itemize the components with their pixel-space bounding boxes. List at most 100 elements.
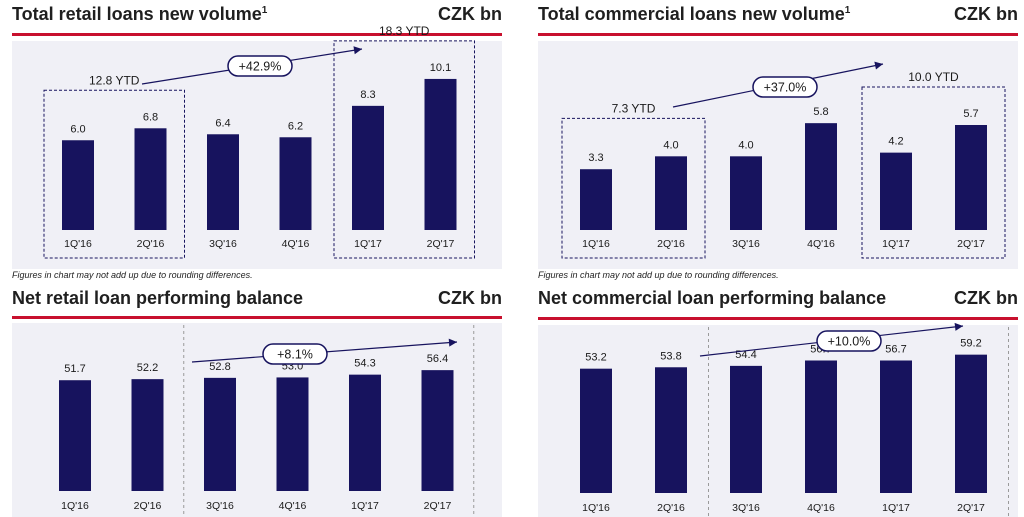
category-label: 4Q'16	[807, 238, 835, 250]
value-label: 51.7	[64, 363, 85, 375]
ytd-label: 10.0 YTD	[908, 70, 959, 84]
value-label: 53.2	[585, 352, 606, 364]
category-label: 1Q'16	[61, 500, 89, 512]
category-label: 4Q'16	[282, 238, 310, 250]
bar	[349, 374, 381, 491]
category-label: 1Q'16	[582, 238, 610, 250]
panel-title: Total commercial loans new volume1	[538, 4, 851, 24]
bar	[730, 365, 762, 493]
bar	[580, 368, 612, 493]
chart-area	[12, 323, 502, 517]
value-label: 5.7	[963, 108, 978, 120]
title-underline	[538, 33, 1018, 36]
category-label: 4Q'16	[807, 502, 835, 514]
growth-label: +42.9%	[239, 60, 282, 74]
bar	[207, 134, 239, 230]
category-label: 1Q'17	[882, 502, 910, 514]
title-underline	[538, 317, 1018, 320]
value-label: 6.8	[143, 111, 158, 123]
value-label: 6.2	[288, 120, 303, 132]
category-label: 2Q'16	[657, 238, 685, 250]
bar	[424, 78, 457, 230]
growth-label: +8.1%	[277, 348, 313, 362]
bar	[805, 123, 837, 230]
ytd-group-box	[561, 117, 706, 259]
panel-title: Net retail loan performing balance	[12, 288, 304, 308]
value-label: 59.2	[960, 338, 981, 350]
growth-arrow-head	[874, 61, 883, 70]
unit-label: CZK bn	[954, 288, 1018, 308]
bar	[421, 370, 454, 491]
unit-label: CZK bn	[438, 288, 502, 308]
value-label: 10.1	[430, 62, 451, 74]
ytd-group-box	[861, 86, 1006, 259]
title-underline	[12, 33, 502, 36]
bar-chart: 53.21Q'1653.82Q'1654.43Q'1656.74Q'1656.7…	[580, 322, 1009, 517]
bar	[59, 380, 91, 491]
ytd-label: 7.3 YTD	[612, 101, 656, 115]
growth-arrow-head	[353, 46, 362, 55]
category-label: 4Q'16	[279, 500, 307, 512]
bar	[131, 379, 164, 491]
bar-chart: 6.0 1Q'16 6.8 2Q'16 6.4 3Q'16 6.2 4Q'16 8.3 1Q'17…	[43, 24, 475, 259]
unit-label: CZK bn	[438, 4, 502, 24]
panel-retail-balance: Net retail loan performing balance CZK b…	[12, 288, 502, 517]
bar	[805, 360, 837, 493]
bar	[279, 137, 312, 230]
bar	[580, 169, 612, 230]
growth-pill	[227, 55, 293, 77]
bar	[655, 367, 687, 493]
category-label: 3Q'16	[732, 238, 760, 250]
category-label: 3Q'16	[206, 500, 234, 512]
panel-title: Net commercial loan performing balance	[538, 288, 887, 308]
bar	[276, 377, 309, 491]
ytd-group-box	[43, 89, 185, 259]
growth-label: +10.0%	[828, 335, 871, 349]
category-label: 2Q'16	[134, 500, 162, 512]
category-label: 1Q'16	[582, 502, 610, 514]
panel-commercial-balance: Net commercial loan performing balance C…	[538, 288, 1018, 517]
bar-chart: 3.3 1Q'16 4.0 2Q'16 4.0 3Q'16 5.8 4Q'16 4.2 1Q'17…	[561, 61, 1006, 259]
value-label: 3.3	[588, 152, 603, 164]
panel-retail-new-volume: Total retail loans new volume1 CZK bn 6.…	[12, 4, 502, 282]
bar	[352, 105, 384, 230]
category-label: 2Q'16	[657, 502, 685, 514]
bar-chart: 51.71Q'1652.22Q'1652.83Q'1653.04Q'1654.3…	[59, 325, 475, 517]
value-label: 4.2	[888, 136, 903, 148]
category-label: 1Q'16	[64, 238, 92, 250]
growth-arrow-head	[448, 338, 457, 347]
title-underline	[12, 316, 502, 319]
category-label: 1Q'17	[351, 500, 379, 512]
footnote: Figures in chart may not add up due to r…	[12, 270, 253, 280]
value-label: 5.8	[813, 106, 828, 118]
category-label: 1Q'17	[354, 238, 382, 250]
value-label: 4.0	[663, 139, 678, 151]
value-label: 6.0	[70, 123, 85, 135]
ytd-group-box	[333, 40, 475, 259]
category-label: 2Q'16	[137, 238, 165, 250]
panel-title: Total retail loans new volume1	[12, 4, 268, 24]
bar	[955, 125, 987, 230]
category-label: 3Q'16	[209, 238, 237, 250]
growth-pill	[752, 76, 818, 98]
bar	[204, 377, 236, 491]
value-label: 4.0	[738, 139, 753, 151]
growth-label: +37.0%	[764, 81, 807, 95]
category-label: 1Q'17	[882, 238, 910, 250]
chart-area	[538, 325, 1018, 517]
value-label: 56.7	[885, 343, 906, 355]
value-label: 52.8	[209, 361, 230, 373]
ytd-label: 12.8 YTD	[89, 73, 140, 87]
panel-commercial-new-volume: Total commercial loans new volume1 CZK b…	[538, 4, 1018, 282]
growth-pill	[816, 330, 882, 352]
category-label: 3Q'16	[732, 502, 760, 514]
value-label: 53.8	[660, 350, 681, 362]
bar	[134, 128, 167, 230]
footnote: Figures in chart may not add up due to r…	[538, 270, 779, 280]
bar	[730, 156, 762, 230]
bar	[655, 156, 687, 230]
category-label: 2Q'17	[424, 500, 452, 512]
value-label: 8.3	[360, 89, 375, 101]
category-label: 2Q'17	[957, 502, 985, 514]
unit-label: CZK bn	[954, 4, 1018, 24]
